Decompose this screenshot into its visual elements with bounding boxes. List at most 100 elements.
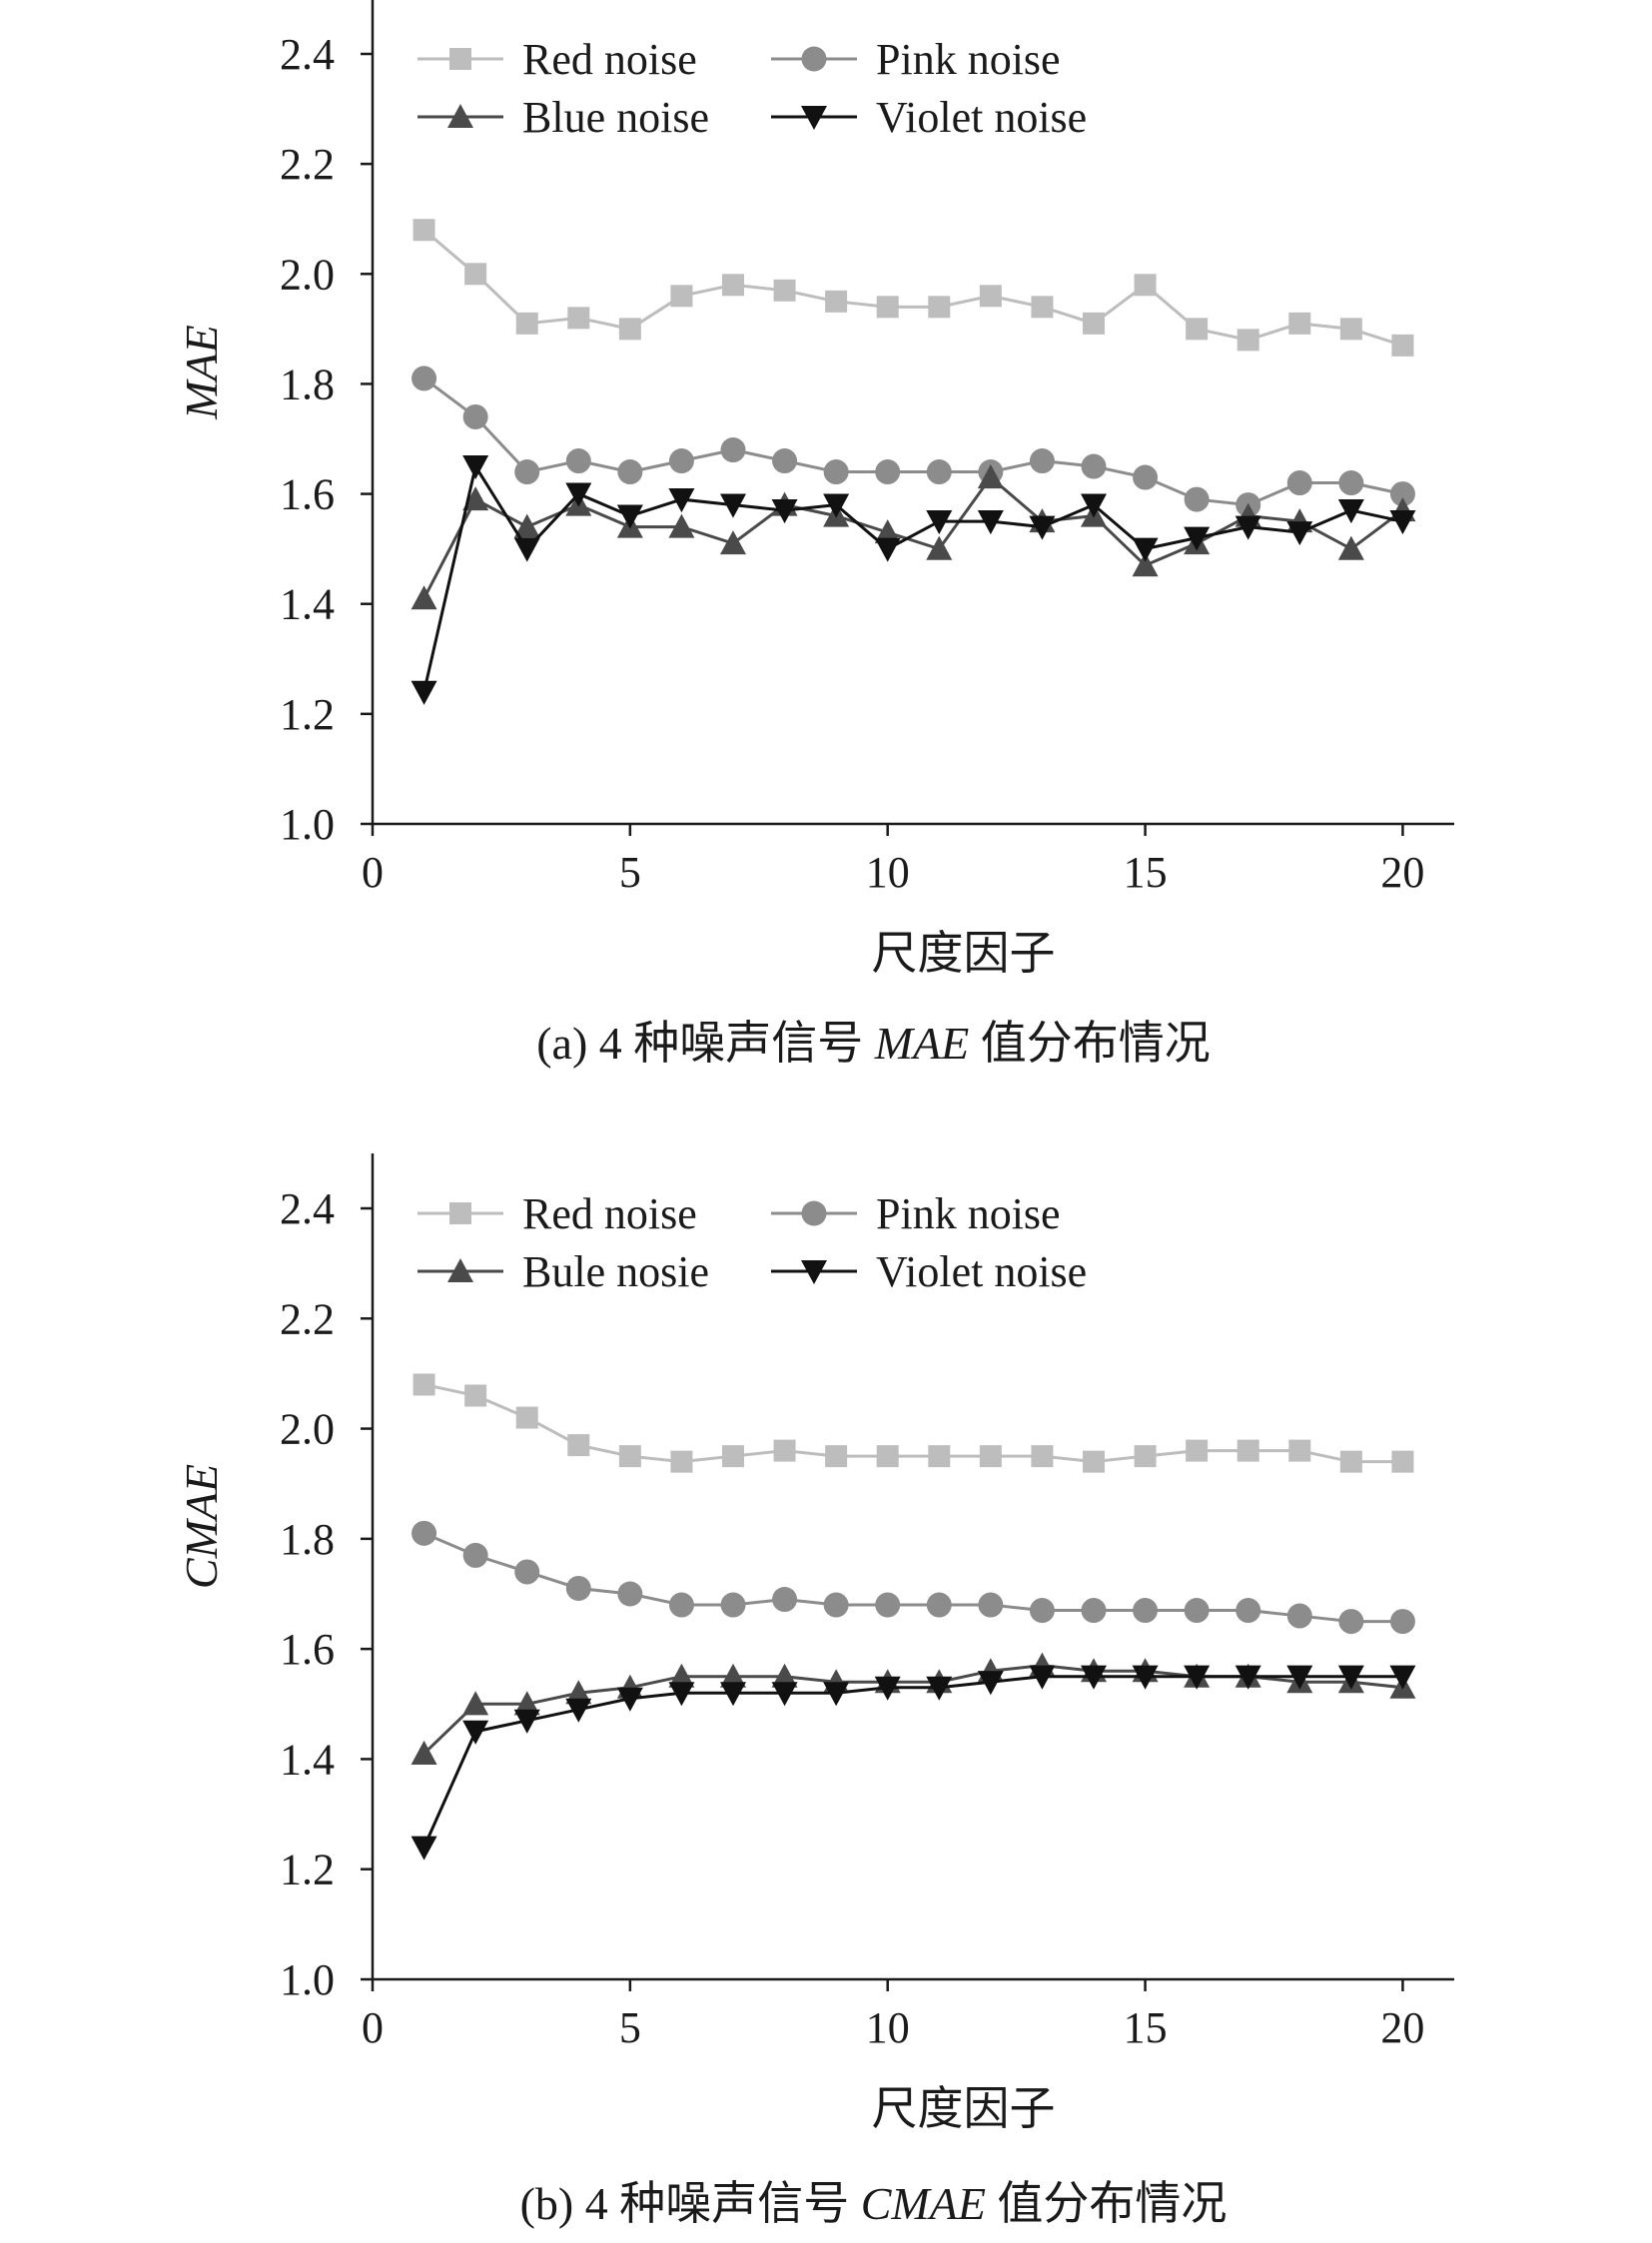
- series-1-point: [413, 219, 435, 242]
- series-2-point: [875, 459, 901, 485]
- y-tick-label: 1.2: [280, 690, 335, 739]
- x-tick-label: 20: [1380, 2003, 1424, 2052]
- series-2-point: [1081, 453, 1107, 479]
- series-1-point: [464, 263, 487, 286]
- y-axis-title: CMAE: [176, 1464, 227, 1589]
- series-2-point: [412, 1520, 437, 1546]
- series-2-point: [1236, 1598, 1261, 1624]
- series-1-point: [1339, 318, 1362, 341]
- series-4-point: [565, 482, 592, 507]
- x-tick-label: 5: [619, 848, 641, 897]
- series-4-point: [616, 504, 643, 529]
- series-1-point: [1237, 1439, 1259, 1462]
- legend-label-1: Red noise: [522, 35, 697, 84]
- series-1-point: [979, 1445, 1002, 1468]
- series-4-point: [616, 1687, 643, 1712]
- x-tick-label: 20: [1380, 848, 1424, 897]
- series-1-point: [722, 274, 744, 297]
- series-3-point: [720, 530, 746, 555]
- y-tick-label: 1.0: [280, 800, 335, 849]
- series-4-point: [462, 454, 489, 480]
- series-4-point: [874, 537, 901, 562]
- series-2-point: [462, 403, 488, 429]
- series-4-point: [926, 510, 953, 535]
- series-1-point: [825, 290, 848, 313]
- series-1-point: [670, 285, 693, 308]
- x-axis-title: 尺度因子: [872, 928, 1056, 979]
- series-3-point: [462, 486, 489, 511]
- series-2-point: [462, 1542, 488, 1568]
- series-2-point: [1338, 470, 1364, 496]
- y-tick-label: 1.4: [280, 1735, 335, 1784]
- series-2-point: [617, 459, 643, 485]
- series-3-point: [668, 513, 695, 538]
- series-3-point: [926, 535, 953, 560]
- series-1-point: [1288, 312, 1311, 335]
- series-1-point: [1339, 1450, 1362, 1473]
- figure-caption: (b) 4 种噪声信号 CMAE 值分布情况: [520, 2178, 1228, 2229]
- series-2-point: [1081, 1598, 1107, 1624]
- legend-marker-2: [801, 1200, 827, 1226]
- series-4-point: [1235, 515, 1261, 540]
- y-tick-label: 1.2: [280, 1846, 335, 1894]
- series-4-point: [1132, 537, 1159, 562]
- series-4-point: [1029, 515, 1056, 540]
- series-3-point: [668, 1663, 695, 1688]
- legend-marker-2: [801, 46, 827, 72]
- series-2-point: [1184, 1598, 1210, 1624]
- series-3-point: [462, 1691, 489, 1716]
- series-line-4: [422, 462, 1403, 693]
- series-4-point: [1389, 510, 1416, 535]
- series-2-point: [1389, 481, 1415, 507]
- series-4-point: [565, 1698, 592, 1723]
- series-1-point: [1031, 1445, 1054, 1468]
- series-1-point: [1134, 274, 1157, 297]
- series-4-point: [926, 1676, 953, 1701]
- series-1-point: [1391, 334, 1414, 357]
- series-3-point: [513, 1691, 540, 1716]
- series-2-point: [1133, 1598, 1159, 1624]
- series-4-point: [1235, 1665, 1261, 1690]
- x-tick-label: 10: [866, 848, 910, 897]
- legend-label-4: Violet noise: [876, 1247, 1087, 1296]
- series-4-point: [1132, 1665, 1159, 1690]
- series-1-point: [1237, 329, 1259, 352]
- series-1-point: [928, 296, 951, 319]
- series-1-point: [1391, 1450, 1414, 1473]
- series-4-point: [1337, 499, 1364, 524]
- x-tick-label: 15: [1124, 848, 1168, 897]
- legend-label-2: Pink noise: [876, 1189, 1061, 1238]
- legend-marker-4: [801, 105, 827, 130]
- legend-marker-1: [449, 48, 471, 70]
- series-2-point: [875, 1592, 901, 1618]
- series-3-point: [720, 1663, 746, 1688]
- series-4-point: [411, 1836, 437, 1861]
- series-4-point: [1184, 1665, 1211, 1690]
- series-2-point: [412, 366, 437, 391]
- series-1-point: [618, 1445, 641, 1468]
- series-4-point: [720, 1682, 746, 1707]
- legend-label-4: Violet noise: [876, 93, 1087, 142]
- series-4-point: [1029, 1665, 1056, 1690]
- series-2-point: [1286, 1603, 1312, 1629]
- series-2-point: [514, 459, 540, 485]
- y-tick-label: 1.8: [280, 1515, 335, 1564]
- series-2-point: [1029, 448, 1055, 474]
- series-2-point: [1389, 1609, 1415, 1635]
- series-4-point: [823, 1682, 850, 1707]
- y-tick-label: 1.0: [280, 1955, 335, 2004]
- x-tick-label: 5: [619, 2003, 641, 2052]
- series-1-point: [567, 307, 590, 330]
- legend-marker-1: [449, 1202, 471, 1224]
- series-4-point: [1286, 521, 1313, 546]
- series-4-point: [1286, 1665, 1313, 1690]
- series-2-point: [823, 459, 849, 485]
- y-tick-label: 1.8: [280, 360, 335, 408]
- series-4-point: [977, 510, 1004, 535]
- y-tick-label: 1.6: [280, 470, 335, 519]
- series-2-point: [1338, 1609, 1364, 1635]
- legend-marker-4: [801, 1259, 827, 1284]
- legend-label-3: Blue noise: [522, 93, 709, 142]
- series-2-point: [668, 448, 694, 474]
